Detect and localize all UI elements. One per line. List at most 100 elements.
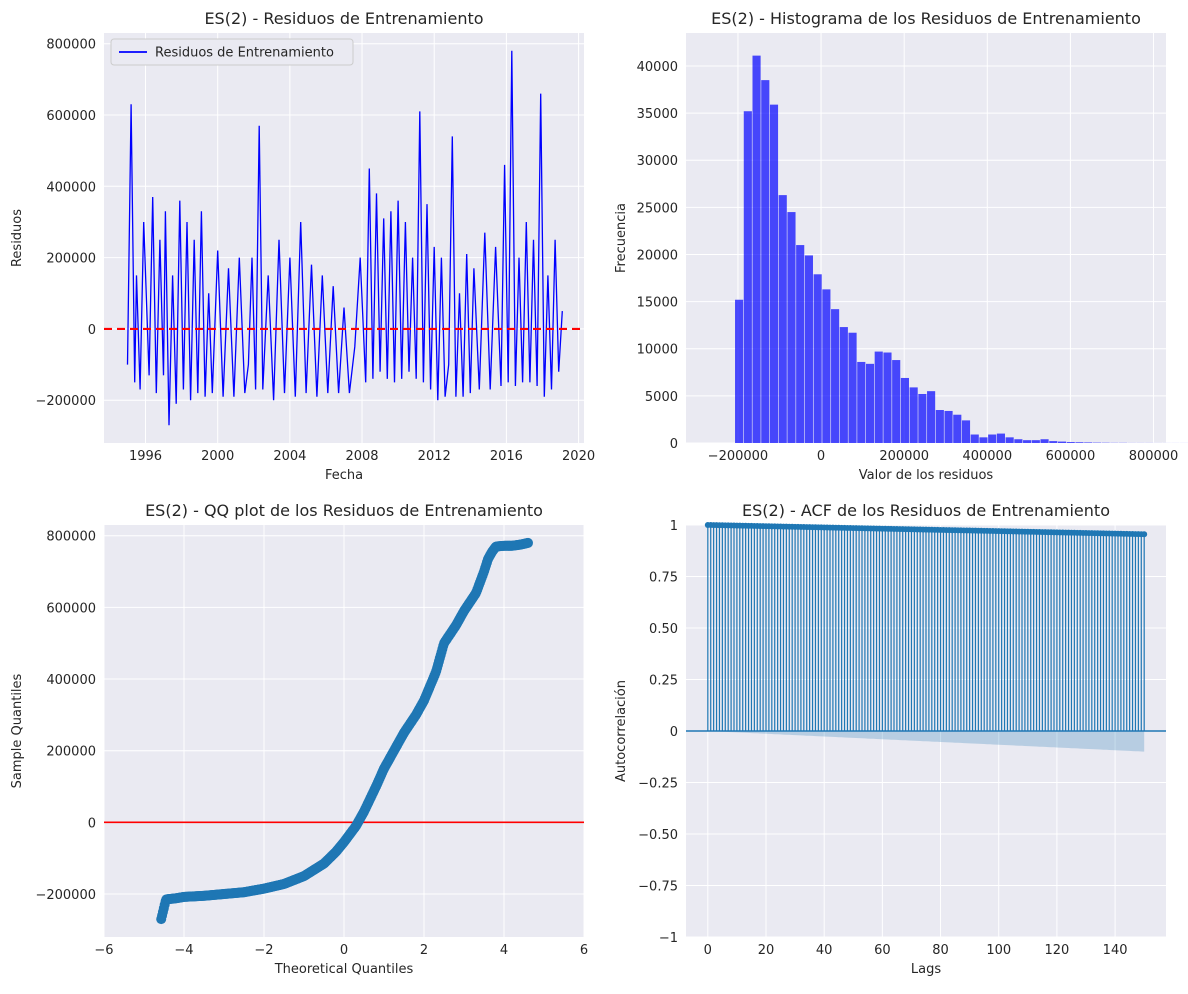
histogram-bar: [1040, 439, 1048, 443]
histogram-bar: [1023, 440, 1031, 443]
histogram-bar: [1032, 440, 1040, 443]
histogram-bar: [822, 289, 830, 443]
y-tick-label: 10000: [637, 343, 678, 358]
y-tick-label: 0: [88, 323, 96, 338]
histogram-bar: [1014, 439, 1022, 443]
x-tick-label: 2000: [201, 449, 234, 464]
y-tick-label: 0.75: [649, 571, 678, 586]
histogram-bar: [1006, 437, 1014, 443]
histogram-bar: [814, 274, 822, 443]
x-tick-label: 800000: [1129, 449, 1179, 464]
x-tick-label: 80: [932, 943, 949, 958]
histogram-bar: [962, 420, 970, 443]
x-tick-label: 200000: [879, 449, 929, 464]
x-axis-label: Theoretical Quantiles: [274, 962, 414, 977]
y-tick-label: 200000: [46, 252, 96, 267]
x-tick-label: −200000: [708, 449, 769, 464]
y-tick-label: 0: [88, 816, 96, 831]
x-tick-label: 2004: [273, 449, 306, 464]
x-tick-label: 2020: [562, 449, 595, 464]
y-tick-label: −0.50: [638, 828, 678, 843]
histogram-bar: [997, 434, 1005, 443]
x-tick-label: 1996: [129, 449, 162, 464]
histogram-bar: [936, 410, 944, 443]
y-axis-label: Sample Quantiles: [10, 673, 25, 788]
histogram-bar: [840, 327, 848, 443]
histogram-bar: [744, 111, 752, 443]
histogram-bar: [857, 362, 865, 443]
y-tick-label: 0: [670, 437, 678, 452]
histogram-bar: [944, 411, 952, 443]
histogram-bar: [875, 352, 883, 443]
y-tick-label: −0.25: [638, 777, 678, 792]
x-tick-label: 120: [1044, 943, 1069, 958]
histogram-bar: [770, 105, 778, 443]
x-axis-label: Fecha: [325, 468, 363, 483]
y-tick-label: 20000: [637, 248, 678, 263]
y-tick-label: 15000: [637, 296, 678, 311]
x-tick-label: 40: [816, 943, 833, 958]
x-tick-label: 2: [420, 943, 428, 958]
y-tick-label: 35000: [637, 107, 678, 122]
x-tick-label: 0: [340, 943, 348, 958]
panel-title: ES(2) - Histograma de los Residuos de En…: [711, 9, 1141, 28]
y-tick-label: 800000: [46, 530, 96, 545]
histogram-bar: [1049, 441, 1057, 443]
histogram-bar: [752, 56, 760, 443]
histogram-bar: [979, 437, 987, 443]
y-tick-label: −1: [659, 931, 678, 946]
histogram-bar: [1084, 442, 1092, 443]
histogram-bar: [1067, 442, 1075, 443]
histogram-bar: [805, 255, 813, 443]
panel-title: ES(2) - QQ plot de los Residuos de Entre…: [145, 501, 543, 520]
x-tick-label: 6: [580, 943, 588, 958]
histogram-bar: [988, 435, 996, 443]
y-tick-label: 0: [670, 725, 678, 740]
y-tick-label: 1: [670, 519, 678, 534]
histogram-bar: [892, 360, 900, 443]
y-tick-label: 600000: [46, 109, 96, 124]
y-axis-label: Autocorrelación: [614, 680, 629, 782]
y-tick-label: −200000: [35, 888, 96, 903]
x-tick-label: 100: [986, 943, 1011, 958]
y-tick-label: 600000: [46, 601, 96, 616]
x-tick-label: −4: [174, 943, 193, 958]
x-axis-label: Valor de los residuos: [859, 468, 994, 483]
y-tick-label: −200000: [35, 394, 96, 409]
histogram-bar: [735, 300, 743, 443]
x-tick-label: 20: [758, 943, 775, 958]
y-tick-label: 400000: [46, 180, 96, 195]
x-tick-label: 0: [704, 943, 712, 958]
y-tick-label: −0.75: [638, 880, 678, 895]
histogram-bar: [1075, 442, 1083, 443]
legend-label: Residuos de Entrenamiento: [155, 46, 334, 61]
histogram-bar: [831, 309, 839, 443]
x-tick-label: 4: [500, 943, 508, 958]
y-tick-label: 200000: [46, 745, 96, 760]
legend: Residuos de Entrenamiento: [111, 39, 353, 65]
x-tick-label: 140: [1103, 943, 1128, 958]
y-tick-label: 25000: [637, 201, 678, 216]
y-tick-label: 5000: [645, 390, 678, 405]
x-tick-label: 2016: [490, 449, 523, 464]
y-tick-label: 0.50: [649, 622, 678, 637]
histogram-bar: [927, 391, 935, 443]
histogram-bar: [779, 195, 787, 443]
y-axis-label: Frecuencia: [614, 203, 629, 273]
x-tick-label: −6: [94, 943, 113, 958]
y-axis-label: Residuos: [10, 209, 25, 267]
x-tick-label: −2: [254, 943, 273, 958]
x-tick-label: 0: [817, 449, 825, 464]
x-tick-label: 60: [874, 943, 891, 958]
histogram-bar: [1058, 442, 1066, 443]
panel-title: ES(2) - Residuos de Entrenamiento: [204, 9, 483, 28]
histogram-bar: [883, 353, 891, 443]
qq-point: [523, 538, 533, 548]
y-tick-label: 40000: [637, 60, 678, 75]
